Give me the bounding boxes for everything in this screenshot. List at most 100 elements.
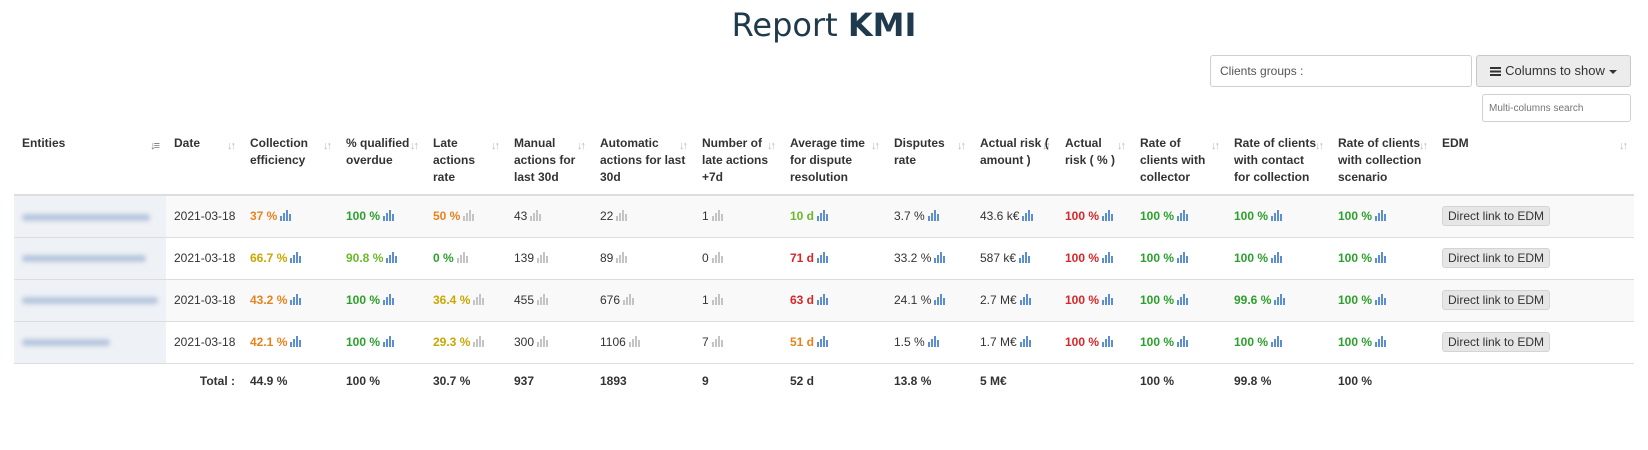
bar-chart-icon[interactable] bbox=[1177, 251, 1189, 263]
sort-icon[interactable]: ↓↑ bbox=[679, 140, 688, 152]
bar-chart-icon[interactable] bbox=[1375, 293, 1387, 305]
bar-chart-icon[interactable] bbox=[473, 293, 485, 305]
bar-chart-icon[interactable] bbox=[383, 335, 395, 347]
column-header[interactable]: Actual risk ( % ) ↓↑ bbox=[1057, 131, 1132, 195]
sort-icon[interactable]: ↓↑ bbox=[410, 140, 419, 152]
bar-chart-icon[interactable] bbox=[628, 335, 641, 347]
bar-chart-icon[interactable] bbox=[711, 251, 724, 263]
bar-chart-icon[interactable] bbox=[1177, 209, 1189, 222]
bar-chart-icon[interactable] bbox=[934, 293, 946, 305]
bar-chart-icon[interactable] bbox=[1019, 335, 1032, 347]
sort-icon[interactable]: ↓↑ bbox=[1619, 140, 1628, 152]
bar-chart-icon[interactable] bbox=[817, 251, 829, 263]
bar-chart-icon[interactable] bbox=[537, 293, 549, 305]
bar-chart-icon[interactable] bbox=[290, 293, 302, 305]
bar-chart-icon[interactable] bbox=[386, 251, 398, 263]
column-header[interactable]: Disputes rate ↓↑ bbox=[886, 131, 972, 195]
bar-chart-icon[interactable] bbox=[473, 335, 485, 347]
sort-icon[interactable]: ↓↑ bbox=[767, 140, 776, 152]
metric-cell: 100 % bbox=[1057, 236, 1132, 279]
column-header[interactable]: Rate of clients with collector ↓↑ bbox=[1132, 131, 1226, 195]
bar-chart-icon[interactable] bbox=[537, 251, 549, 263]
bar-chart-icon[interactable] bbox=[1271, 335, 1283, 347]
bar-chart-icon[interactable] bbox=[1102, 335, 1114, 347]
bar-chart-icon[interactable] bbox=[1271, 251, 1283, 263]
sort-icon[interactable]: ↓↑ bbox=[1419, 140, 1428, 152]
column-header[interactable]: Average time for dispute resolution ↓↑ bbox=[782, 131, 886, 195]
bar-chart-icon[interactable] bbox=[817, 335, 829, 347]
column-header[interactable]: Entities ↓≡ bbox=[14, 131, 166, 195]
sort-icon[interactable]: ↓↑ bbox=[491, 140, 500, 152]
column-header[interactable]: Actual risk ( amount ) ↓↑ bbox=[972, 131, 1057, 195]
bar-chart-icon[interactable] bbox=[1375, 335, 1387, 347]
column-header[interactable]: Date ↓↑ bbox=[166, 131, 242, 195]
bar-chart-icon[interactable] bbox=[934, 251, 946, 263]
multi-columns-search-input[interactable] bbox=[1482, 94, 1631, 122]
column-header[interactable]: Number of late actions +7d ↓↑ bbox=[694, 131, 782, 195]
bar-chart-icon[interactable] bbox=[530, 209, 542, 222]
bar-chart-icon[interactable] bbox=[290, 251, 302, 263]
bar-chart-icon[interactable] bbox=[1102, 251, 1114, 263]
bar-chart-icon[interactable] bbox=[1375, 251, 1387, 263]
direct-link-to-edm-button[interactable]: Direct link to EDM bbox=[1442, 332, 1551, 352]
columns-to-show-button[interactable]: Columns to show bbox=[1476, 55, 1631, 87]
bar-chart-icon[interactable] bbox=[290, 335, 302, 347]
bar-chart-icon[interactable] bbox=[616, 251, 628, 263]
column-header-label: Actual risk ( amount ) bbox=[980, 136, 1049, 167]
column-header[interactable]: Collection efficiency ↓↑ bbox=[242, 131, 338, 195]
bar-chart-icon[interactable] bbox=[1019, 293, 1032, 305]
bar-chart-icon[interactable] bbox=[1177, 293, 1189, 305]
bar-chart-icon[interactable] bbox=[280, 209, 292, 222]
column-header[interactable]: Rate of clients with contact for collect… bbox=[1226, 131, 1330, 195]
column-header[interactable]: Late actions rate ↓↑ bbox=[425, 131, 506, 195]
column-header[interactable]: Automatic actions for last 30d ↓↑ bbox=[592, 131, 694, 195]
bar-chart-icon[interactable] bbox=[927, 335, 940, 347]
bar-chart-icon[interactable] bbox=[1102, 209, 1114, 222]
sort-icon[interactable]: ↓↑ bbox=[227, 140, 236, 152]
bar-chart-icon[interactable] bbox=[711, 209, 724, 222]
bar-chart-icon[interactable] bbox=[817, 209, 829, 222]
bar-chart-icon[interactable] bbox=[623, 293, 635, 305]
bar-chart-icon[interactable] bbox=[817, 293, 829, 305]
sort-icon[interactable]: ↓↑ bbox=[871, 140, 880, 152]
bar-chart-icon[interactable] bbox=[1177, 335, 1189, 347]
total-value: 9 bbox=[694, 362, 782, 398]
sort-ascending-icon[interactable]: ↓≡ bbox=[150, 140, 160, 152]
bar-chart-icon[interactable] bbox=[1375, 209, 1387, 222]
metric-cell: 0 bbox=[694, 236, 782, 279]
bar-chart-icon[interactable] bbox=[537, 335, 549, 347]
sort-icon[interactable]: ↓↑ bbox=[1117, 140, 1126, 152]
sort-icon[interactable]: ↓↑ bbox=[1211, 140, 1220, 152]
sort-icon[interactable]: ↓↑ bbox=[577, 140, 586, 152]
bar-chart-icon[interactable] bbox=[1274, 293, 1286, 305]
bar-chart-icon[interactable] bbox=[711, 335, 724, 347]
sort-icon[interactable]: ↓↑ bbox=[957, 140, 966, 152]
entity-cell[interactable] bbox=[14, 194, 166, 237]
entity-cell[interactable] bbox=[14, 278, 166, 321]
bar-chart-icon[interactable] bbox=[1022, 209, 1034, 222]
bar-chart-icon[interactable] bbox=[1102, 293, 1114, 305]
clients-groups-select[interactable]: Clients groups : bbox=[1210, 55, 1472, 87]
direct-link-to-edm-button[interactable]: Direct link to EDM bbox=[1442, 206, 1551, 227]
entity-cell[interactable] bbox=[14, 236, 166, 279]
entity-cell[interactable] bbox=[14, 320, 166, 363]
sort-icon[interactable]: ↓↑ bbox=[1042, 140, 1051, 152]
bar-chart-icon[interactable] bbox=[1019, 251, 1031, 263]
sort-icon[interactable]: ↓↑ bbox=[1315, 140, 1324, 152]
column-header[interactable]: Manual actions for last 30d ↓↑ bbox=[506, 131, 592, 195]
column-header[interactable]: % qualified overdue ↓↑ bbox=[338, 131, 425, 195]
bar-chart-icon[interactable] bbox=[383, 293, 395, 305]
direct-link-to-edm-button[interactable]: Direct link to EDM bbox=[1442, 290, 1551, 310]
column-header[interactable]: Rate of clients with collection scenario… bbox=[1330, 131, 1434, 195]
bar-chart-icon[interactable] bbox=[711, 293, 724, 305]
bar-chart-icon[interactable] bbox=[927, 209, 940, 222]
kmi-report-table: Entities ↓≡ Date ↓↑ Collection efficiency ↓↑%… bbox=[14, 131, 1634, 398]
sort-icon[interactable]: ↓↑ bbox=[323, 140, 332, 152]
bar-chart-icon[interactable] bbox=[456, 251, 469, 263]
direct-link-to-edm-button[interactable]: Direct link to EDM bbox=[1442, 248, 1551, 268]
bar-chart-icon[interactable] bbox=[383, 209, 395, 222]
bar-chart-icon[interactable] bbox=[463, 209, 475, 222]
bar-chart-icon[interactable] bbox=[616, 209, 628, 222]
bar-chart-icon[interactable] bbox=[1271, 209, 1283, 222]
column-header[interactable]: EDM ↓↑ bbox=[1434, 131, 1634, 195]
